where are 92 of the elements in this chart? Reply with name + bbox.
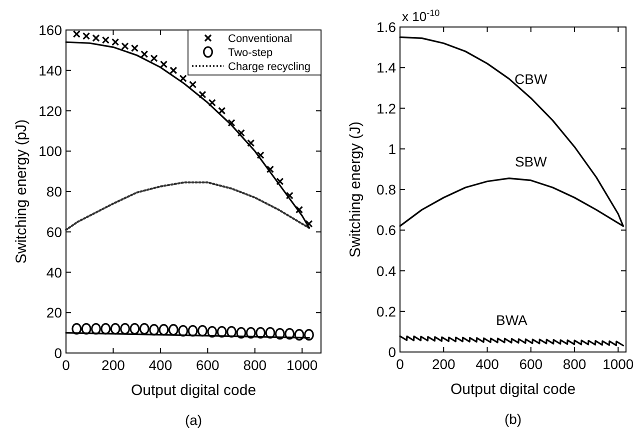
x-tick-label: 800 xyxy=(562,356,586,372)
y-axis-title: Switching energy (J) xyxy=(347,122,364,258)
point xyxy=(228,119,236,127)
y-tick-label: 0.8 xyxy=(376,182,396,198)
x-tick-label: 1000 xyxy=(286,357,318,373)
point xyxy=(90,322,101,335)
x-axis-title: Output digital code xyxy=(450,381,576,398)
point xyxy=(72,322,82,335)
point xyxy=(168,324,178,336)
point xyxy=(170,66,178,74)
point xyxy=(208,98,216,106)
x-tick-label: 200 xyxy=(432,356,456,372)
series-label: BWA xyxy=(496,312,528,328)
point xyxy=(92,34,100,42)
point xyxy=(256,327,266,339)
y-tick-label: 1 xyxy=(388,140,396,157)
y-tick-label: 1.2 xyxy=(376,100,396,116)
y-tick-label: 160 xyxy=(38,22,62,38)
text: x 10$^{-10}$ xyxy=(402,8,440,24)
point xyxy=(198,90,206,98)
point xyxy=(236,327,246,339)
point xyxy=(121,42,129,50)
point xyxy=(246,327,256,339)
y-tick-label: 120 xyxy=(38,102,62,119)
point xyxy=(265,327,276,339)
legend-label: Conventional xyxy=(228,33,292,45)
point xyxy=(305,220,313,228)
point xyxy=(110,322,120,335)
x-axis-title: Output digital code xyxy=(130,382,256,399)
point xyxy=(178,324,188,337)
point xyxy=(130,322,140,335)
point xyxy=(188,324,198,337)
y-tick-label: 60 xyxy=(46,224,62,240)
y-tick-label: 0.6 xyxy=(376,222,396,238)
point xyxy=(266,165,274,174)
point xyxy=(120,322,130,335)
y-tick-label: 0 xyxy=(388,344,396,360)
x-tick-label: 200 xyxy=(102,357,126,373)
x-tick-label: 400 xyxy=(148,357,172,373)
x-tick-label: 600 xyxy=(196,357,220,373)
point xyxy=(274,328,285,340)
point xyxy=(82,32,90,40)
line-series xyxy=(65,181,310,231)
point xyxy=(102,36,110,44)
text: (b) xyxy=(504,411,522,427)
point xyxy=(100,322,111,335)
y-tick-label: 1.6 xyxy=(376,19,396,35)
y-tick-label: 80 xyxy=(46,184,62,200)
y-tick-label: 100 xyxy=(38,143,62,160)
point xyxy=(150,54,158,62)
point xyxy=(218,106,226,115)
point xyxy=(130,44,139,52)
y-tick-label: 20 xyxy=(46,304,62,321)
y-tick-label: 0 xyxy=(54,345,62,361)
point xyxy=(304,329,314,341)
x-tick-label: 600 xyxy=(519,356,543,372)
x-tick-label: 1000 xyxy=(602,356,634,372)
series-label: SBW xyxy=(514,153,548,170)
point xyxy=(226,326,237,338)
point xyxy=(276,178,284,186)
y-tick-label: 1.4 xyxy=(376,60,396,76)
x-tick-label: 800 xyxy=(243,357,267,373)
point xyxy=(216,326,227,338)
point xyxy=(149,324,160,336)
point xyxy=(237,129,245,137)
y-tick-label: 40 xyxy=(46,264,62,280)
point xyxy=(256,151,264,159)
point xyxy=(179,74,187,82)
point xyxy=(197,324,208,337)
point xyxy=(139,322,150,335)
point xyxy=(158,324,169,336)
point xyxy=(207,326,218,338)
y-tick-label: 0.4 xyxy=(376,262,396,279)
y-tick-label: 0.2 xyxy=(376,303,396,320)
x-tick-label: 400 xyxy=(476,356,500,372)
point xyxy=(247,139,255,147)
y-tick-label: 140 xyxy=(38,62,62,78)
point xyxy=(286,192,294,200)
point xyxy=(81,322,92,335)
point xyxy=(284,328,295,340)
text: (a) xyxy=(184,412,202,428)
y-axis-title: Switching energy (pJ) xyxy=(13,119,30,264)
point xyxy=(160,60,168,68)
point xyxy=(188,80,197,88)
legend-label: Charge recycling xyxy=(228,61,311,73)
point xyxy=(294,329,304,341)
point xyxy=(72,30,80,38)
legend-label: Two-step xyxy=(228,47,273,59)
point xyxy=(140,50,148,58)
point xyxy=(112,38,120,46)
series-label: CBW xyxy=(514,71,548,88)
point xyxy=(295,206,304,214)
